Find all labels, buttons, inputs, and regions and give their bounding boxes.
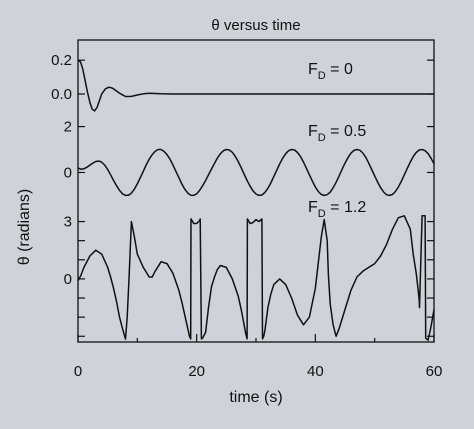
y-tick-label: 0.0 — [51, 86, 72, 103]
series-annotation: FD = 0 — [308, 61, 353, 82]
y-tick-label: 3 — [64, 214, 72, 231]
x-tick-label: 20 — [188, 363, 205, 380]
y-tick-label: 0 — [64, 164, 72, 181]
series-annotation: FD = 0.5 — [308, 123, 366, 144]
panel-1: 0.2 0.0 FD = 0 — [51, 52, 434, 112]
series-annotation: FD = 1.2 — [308, 199, 366, 220]
chart-title: θ versus time — [211, 17, 300, 34]
x-tick-label: 60 — [426, 363, 443, 380]
series-line-panel-1 — [77, 59, 434, 112]
series-line-panel-3 — [77, 215, 435, 341]
chart-panels: 0.2 0.0 FD = 0 2 0 FD = 0.5 3 0 FD = 1.2 — [51, 52, 435, 341]
x-tick-label: 0 — [74, 363, 82, 380]
y-axis-label: θ (radians) — [16, 189, 33, 265]
panel-3: 3 0 FD = 1.2 — [64, 199, 435, 341]
x-axis-label: time (s) — [229, 389, 282, 406]
plot-frame — [77, 39, 435, 343]
x-tick-label: 40 — [307, 363, 324, 380]
y-tick-label: 2 — [64, 119, 72, 136]
panel-2: 2 0 FD = 0.5 — [64, 119, 435, 197]
y-tick-label: 0.2 — [51, 52, 72, 69]
series-line-panel-2 — [77, 148, 435, 197]
x-axis-ticks: 0 20 40 60 — [74, 334, 443, 380]
y-tick-label: 0 — [64, 271, 72, 288]
